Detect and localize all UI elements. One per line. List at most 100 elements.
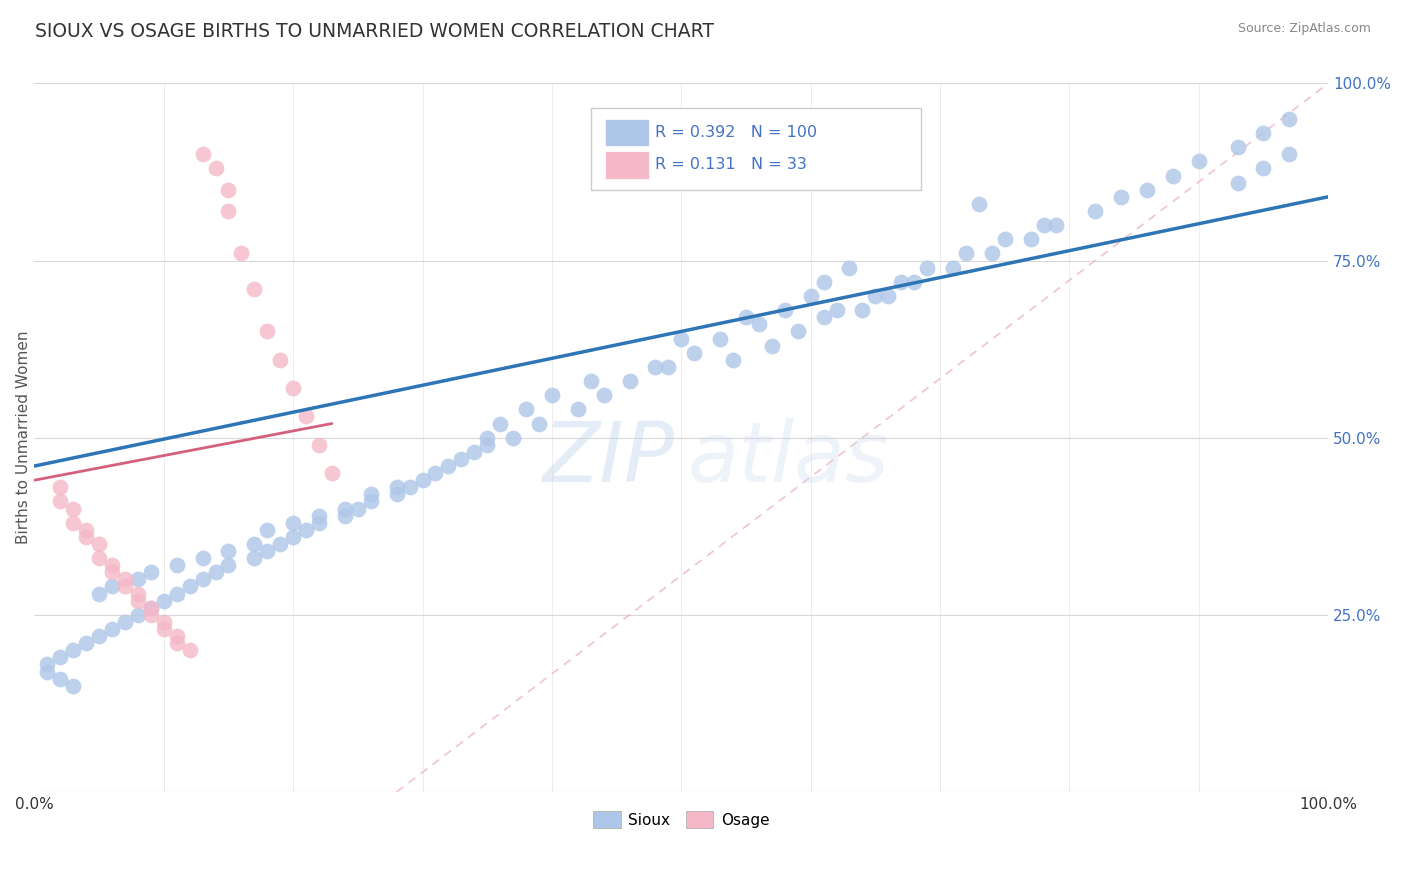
Point	[49, 494, 72, 508]
Point	[49, 650, 72, 665]
Point	[191, 551, 214, 566]
Point	[721, 352, 744, 367]
Point	[735, 310, 758, 325]
Point	[295, 523, 318, 537]
Point	[191, 147, 214, 161]
Point	[800, 289, 823, 303]
Point	[75, 636, 97, 650]
Point	[865, 289, 887, 303]
Point	[37, 657, 59, 672]
Point	[1253, 161, 1275, 176]
Y-axis label: Births to Unmarried Women: Births to Unmarried Women	[15, 331, 31, 544]
Point	[269, 352, 291, 367]
Point	[308, 438, 330, 452]
Point	[786, 325, 808, 339]
Point	[683, 345, 706, 359]
Text: ZIP: ZIP	[543, 418, 675, 500]
Text: R = 0.392   N = 100: R = 0.392 N = 100	[655, 125, 817, 140]
Point	[62, 501, 84, 516]
Point	[333, 508, 356, 523]
Point	[87, 629, 110, 643]
Point	[62, 516, 84, 530]
Point	[1045, 218, 1067, 232]
Point	[101, 566, 124, 580]
Point	[592, 388, 614, 402]
Point	[62, 643, 84, 657]
Point	[308, 516, 330, 530]
Point	[877, 289, 900, 303]
Point	[541, 388, 564, 402]
FancyBboxPatch shape	[605, 152, 650, 179]
Point	[360, 487, 382, 501]
Point	[477, 431, 499, 445]
Point	[942, 260, 965, 275]
Point	[295, 409, 318, 424]
Point	[256, 544, 278, 558]
Point	[87, 586, 110, 600]
Point	[87, 551, 110, 566]
Point	[114, 615, 136, 629]
Point	[1253, 126, 1275, 140]
Point	[437, 458, 460, 473]
Point	[333, 501, 356, 516]
Point	[515, 402, 537, 417]
Point	[1278, 112, 1301, 126]
Point	[281, 516, 304, 530]
Point	[773, 303, 796, 318]
Point	[166, 586, 188, 600]
Point	[281, 381, 304, 395]
Point	[1136, 183, 1159, 197]
Point	[398, 480, 420, 494]
Point	[761, 338, 783, 352]
Point	[903, 275, 925, 289]
Point	[127, 593, 149, 607]
Point	[127, 586, 149, 600]
Point	[231, 246, 253, 260]
Point	[579, 374, 602, 388]
Point	[152, 622, 174, 636]
Point	[321, 466, 343, 480]
Text: SIOUX VS OSAGE BIRTHS TO UNMARRIED WOMEN CORRELATION CHART: SIOUX VS OSAGE BIRTHS TO UNMARRIED WOMEN…	[35, 22, 714, 41]
Point	[75, 523, 97, 537]
Point	[139, 607, 162, 622]
Point	[477, 438, 499, 452]
Point	[139, 566, 162, 580]
Point	[114, 573, 136, 587]
Point	[166, 558, 188, 573]
Point	[243, 551, 266, 566]
Point	[139, 600, 162, 615]
Point	[243, 537, 266, 551]
Point	[152, 615, 174, 629]
Point	[281, 530, 304, 544]
Point	[1161, 169, 1184, 183]
Point	[256, 523, 278, 537]
Point	[152, 593, 174, 607]
Point	[179, 643, 201, 657]
Point	[191, 573, 214, 587]
FancyBboxPatch shape	[591, 108, 921, 190]
Point	[450, 452, 472, 467]
Point	[489, 417, 512, 431]
Point	[217, 544, 239, 558]
Point	[139, 600, 162, 615]
Point	[1109, 190, 1132, 204]
Point	[49, 480, 72, 494]
Point	[915, 260, 938, 275]
Point	[127, 607, 149, 622]
Point	[87, 537, 110, 551]
Point	[813, 275, 835, 289]
Point	[567, 402, 589, 417]
Point	[385, 487, 408, 501]
Point	[385, 480, 408, 494]
Point	[127, 573, 149, 587]
Text: Source: ZipAtlas.com: Source: ZipAtlas.com	[1237, 22, 1371, 36]
Point	[269, 537, 291, 551]
Point	[709, 331, 731, 345]
Point	[49, 672, 72, 686]
Point	[619, 374, 641, 388]
Point	[217, 558, 239, 573]
Point	[37, 665, 59, 679]
Point	[346, 501, 368, 516]
Point	[955, 246, 977, 260]
Point	[463, 445, 485, 459]
